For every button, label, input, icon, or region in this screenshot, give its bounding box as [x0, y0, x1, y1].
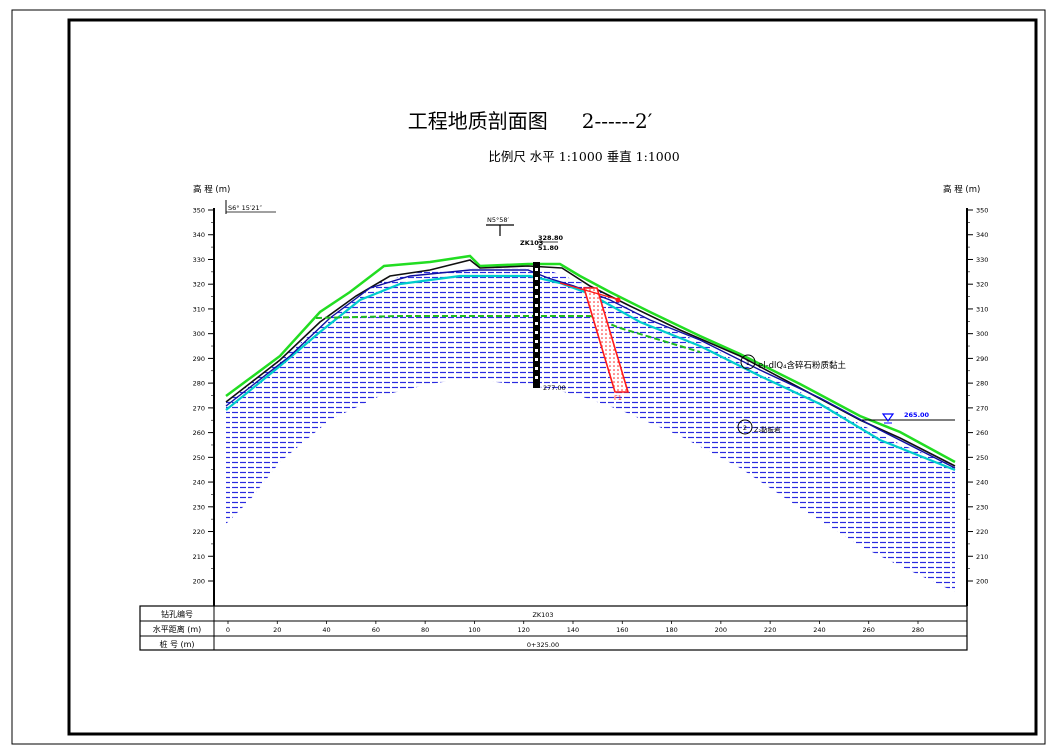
left-axis-label: 高 程 (m) [193, 184, 230, 195]
elevation-tick-label: 310 [193, 305, 205, 313]
distance-tick-label: 200 [715, 626, 727, 634]
svg-text:Z₂黏板岩: Z₂黏板岩 [754, 425, 781, 434]
navy-profile-line [225, 269, 956, 469]
elevation-tick-label: 260 [976, 429, 988, 437]
table-row3-value: 0+325.00 [527, 641, 559, 649]
svg-text:277.00: 277.00 [543, 384, 566, 392]
elevation-tick-label: 330 [193, 256, 205, 264]
svg-text:265.00: 265.00 [904, 411, 930, 419]
elevation-tick-label: 350 [976, 207, 988, 215]
elevation-tick-label: 330 [976, 256, 988, 264]
elevation-tick-label: 300 [193, 330, 205, 338]
drawing-title: 工程地质剖面图 2------2′ [408, 109, 653, 133]
elevation-tick-label: 210 [976, 553, 988, 561]
svg-text:51.80: 51.80 [538, 244, 559, 252]
distance-tick-label: 280 [912, 626, 924, 634]
svg-text:1: 1 [746, 359, 750, 367]
north-marker: N5°58′ [486, 216, 514, 236]
elevation-tick-label: 270 [976, 404, 988, 412]
right-axis-label: 高 程 (m) [943, 184, 980, 195]
distance-tick-label: 60 [372, 626, 380, 634]
svg-text:N5°58′: N5°58′ [487, 216, 510, 224]
elevation-tick-label: 250 [193, 454, 205, 462]
svg-text:ZK103: ZK103 [520, 239, 543, 247]
inner-border [67, 18, 1038, 736]
elevation-tick-label: 290 [193, 355, 205, 363]
svg-text:2: 2 [743, 424, 747, 432]
elevation-tick-label: 240 [193, 479, 205, 487]
fault-zone [582, 287, 630, 393]
elevation-tick-label: 250 [976, 454, 988, 462]
fault-label: F1 [614, 394, 622, 402]
distance-tick-label: 40 [322, 626, 330, 634]
distance-tick-label: 160 [616, 626, 628, 634]
elevation-tick-label: 200 [193, 578, 205, 586]
distance-tick-label: 120 [518, 626, 530, 634]
distance-tick-label: 240 [813, 626, 825, 634]
layer-1-label: 1 el-dlQ₄含碎石粉质黏土 [740, 354, 847, 371]
distance-tick-label: 180 [665, 626, 677, 634]
svg-text:328.80: 328.80 [538, 234, 564, 242]
bedrock-body [226, 268, 955, 592]
dashed-contact-line [315, 315, 701, 353]
elevation-tick-label: 240 [976, 479, 988, 487]
elevation-tick-label: 280 [976, 380, 988, 388]
distance-tick-label: 20 [273, 626, 281, 634]
elevation-tick-label: 300 [976, 330, 988, 338]
distance-tick-label: 260 [863, 626, 875, 634]
elevation-tick-label: 350 [193, 207, 205, 215]
distance-ticks: 0 20 40 60 80 100 120 140 160 180 200 220 240 260 280 [226, 621, 924, 634]
elevation-tick-label: 280 [193, 380, 205, 388]
table-row1-label: 钻孔编号 [161, 609, 193, 619]
elevation-tick-label: 320 [193, 281, 205, 289]
ground-surface-line [225, 254, 956, 464]
elevation-tick-label: 210 [193, 553, 205, 561]
elevation-tick-label: 270 [193, 404, 205, 412]
table-row2-label: 水平距离 (m) [153, 624, 202, 634]
elevation-tick-label: 290 [976, 355, 988, 363]
elevation-tick-label: 260 [193, 429, 205, 437]
elevation-tick-label: 320 [976, 281, 988, 289]
table-row1-value: ZK103 [532, 611, 553, 619]
elevation-tick-label: 340 [193, 231, 205, 239]
outer-border [11, 9, 1046, 745]
elevation-tick-label: 310 [976, 305, 988, 313]
elevation-tick-label: 220 [976, 528, 988, 536]
scale-text: 比例尺 水平 1:1000 垂直 1:1000 [488, 149, 679, 164]
distance-tick-label: 100 [468, 626, 480, 634]
info-table: 钻孔编号 ZK103 水平距离 (m) 0 20 40 60 80 100 120 140 16… [139, 605, 968, 651]
svg-text:el-dlQ₄含碎石粉质黏土: el-dlQ₄含碎石粉质黏土 [758, 360, 847, 371]
table-row3-label: 桩 号 (m) [159, 639, 194, 649]
orientation-note: S6° 15′21″ [228, 204, 263, 212]
water-level-marker: 265.00 [862, 411, 955, 424]
distance-tick-label: 140 [567, 626, 579, 634]
distance-tick-label: 80 [421, 626, 429, 634]
elevation-tick-label: 230 [193, 503, 205, 511]
elevation-tick-label: 200 [976, 578, 988, 586]
right-elevation-ticks: 350 340 330 320 310 300 290 280 270 260 250 240 230 2… [967, 207, 988, 586]
borehole-zk103: ZK103 328.80 51.80 277.00 [520, 234, 566, 392]
elevation-tick-label: 230 [976, 503, 988, 511]
distance-tick-label: 0 [226, 626, 230, 634]
left-elevation-ticks: 350 340 330 320 310 300 290 280 270 260 250 240 230 2… [193, 207, 214, 586]
distance-tick-label: 220 [764, 626, 776, 634]
layer-2-label: 2 Z₂黏板岩 [737, 419, 781, 435]
elevation-tick-label: 220 [193, 528, 205, 536]
elevation-tick-label: 340 [976, 231, 988, 239]
